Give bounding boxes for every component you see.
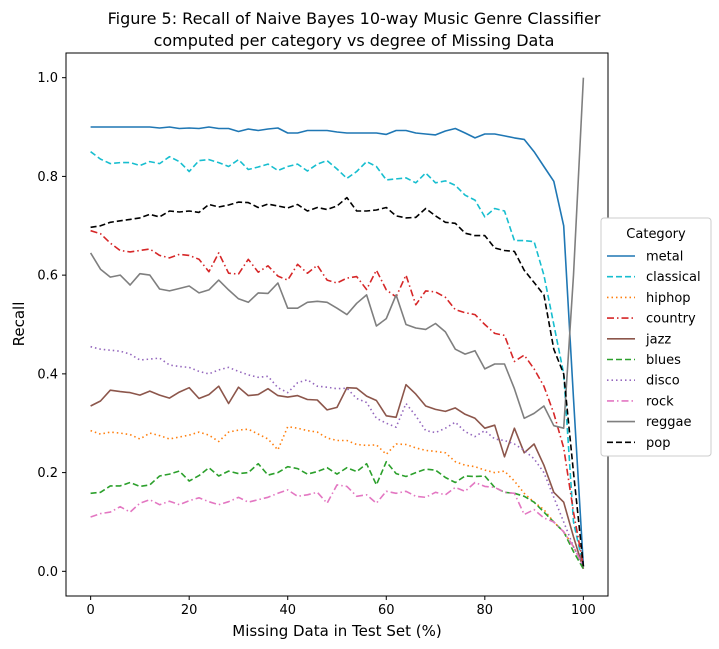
- y-tick-label: 0.6: [37, 269, 58, 284]
- series-line-disco: [90, 345, 585, 567]
- axis-ticks: 0 20 40 60 80 100 0.0 0.2 0.4 0.6 0.8 1.0: [37, 71, 595, 618]
- chart-title-line-1: Figure 5: Recall of Naive Bayes 10-way M…: [108, 9, 601, 28]
- y-axis-label: Recall: [10, 302, 28, 347]
- series-line-reggae: [89, 77, 585, 430]
- legend-label-blues: blues: [646, 353, 681, 368]
- series-line-hiphop: [90, 425, 585, 567]
- x-tick-label: 80: [477, 603, 494, 618]
- series-line-pop: [90, 196, 585, 567]
- plot-lines: [89, 77, 585, 570]
- x-tick-label: 0: [86, 603, 94, 618]
- plot-frame: [65, 52, 609, 597]
- y-tick-label: 0.8: [37, 170, 58, 185]
- legend-label-pop: pop: [646, 436, 670, 451]
- legend-label-jazz: jazz: [645, 332, 671, 347]
- y-tick-label: 0.4: [37, 367, 58, 382]
- x-tick-label: 100: [571, 603, 596, 618]
- legend: Category metal classical hiphop country jazz…: [600, 217, 712, 457]
- x-axis-label: Missing Data in Test Set (%): [232, 622, 441, 640]
- legend-label-hiphop: hiphop: [646, 291, 691, 306]
- legend-label-country: country: [646, 312, 696, 327]
- legend-label-metal: metal: [646, 250, 683, 265]
- series-line-classical: [90, 151, 585, 567]
- series-line-rock: [90, 481, 585, 567]
- legend-label-reggae: reggae: [646, 415, 692, 430]
- legend-items: metal classical hiphop country jazz blues disc…: [607, 250, 701, 451]
- series-line-country: [90, 229, 585, 567]
- y-tick-label: 1.0: [37, 71, 58, 86]
- legend-label-classical: classical: [646, 270, 701, 285]
- legend-label-rock: rock: [646, 394, 674, 409]
- legend-label-disco: disco: [646, 374, 680, 389]
- y-tick-label: 0.0: [37, 565, 58, 580]
- chart-title-line-2: computed per category vs degree of Missi…: [154, 31, 555, 50]
- y-tick-label: 0.2: [37, 466, 58, 481]
- x-tick-label: 60: [378, 603, 395, 618]
- series-line-blues: [90, 460, 585, 570]
- series-line-metal: [90, 126, 585, 567]
- legend-title: Category: [626, 227, 686, 242]
- x-tick-label: 40: [279, 603, 296, 618]
- x-tick-label: 20: [181, 603, 198, 618]
- series-line-jazz: [90, 383, 585, 570]
